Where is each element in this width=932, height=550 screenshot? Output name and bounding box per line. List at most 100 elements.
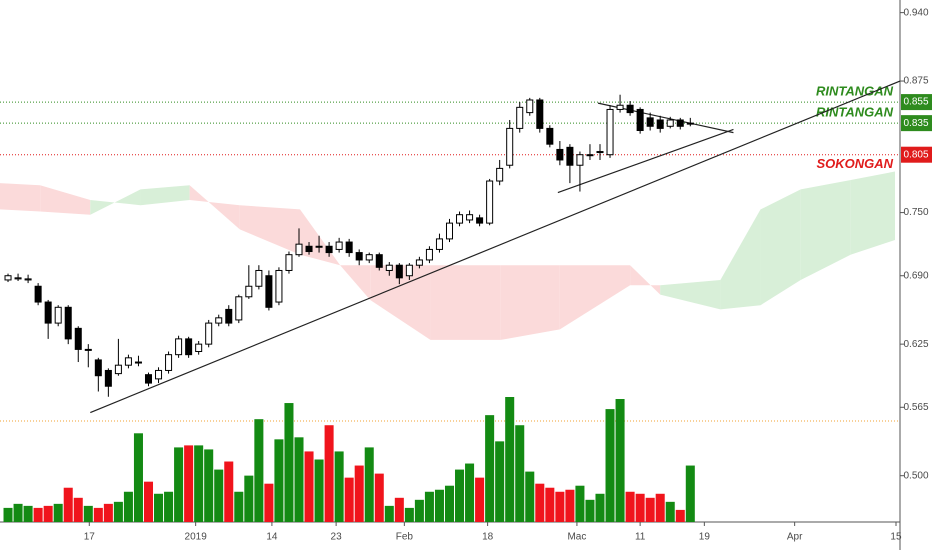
candle-body	[144, 374, 153, 384]
candle-body	[516, 106, 524, 129]
volume-bar	[314, 459, 324, 522]
level-label: RINTANGAN	[816, 84, 894, 99]
candle-body	[415, 259, 423, 266]
candle-body	[295, 243, 303, 256]
candle-body	[165, 354, 173, 371]
volume-bar	[284, 403, 294, 522]
x-tick-label: 14	[266, 532, 278, 543]
candle-body	[134, 361, 142, 364]
volume-bar	[515, 425, 525, 522]
candle-body	[355, 252, 363, 261]
candle-body	[686, 122, 694, 125]
cloud-segment	[40, 185, 91, 215]
candle-body	[54, 306, 62, 324]
cloud-segment	[720, 209, 761, 310]
volume-bar	[53, 503, 63, 522]
candle-body	[64, 306, 72, 340]
volume-bar	[244, 475, 254, 522]
volume-bar	[214, 469, 224, 522]
candle-body	[486, 180, 494, 224]
volume-bar	[3, 507, 13, 522]
volume-bar	[465, 463, 475, 522]
candle-body	[385, 264, 393, 271]
candle-body	[546, 127, 554, 145]
candle-body	[275, 269, 283, 303]
volume-bar	[154, 493, 164, 522]
volume-bar	[475, 477, 485, 522]
candle-body	[425, 248, 433, 261]
candle-body	[626, 104, 634, 114]
price-badge-label: 0.855	[903, 97, 928, 108]
cloud-segment	[140, 185, 190, 206]
cloud-segment	[340, 265, 371, 300]
volume-bar	[143, 481, 154, 522]
volume-bar	[675, 509, 685, 522]
volume-bar	[123, 491, 133, 522]
x-tick-label: 17	[84, 532, 96, 543]
y-tick-label: 0.500	[903, 470, 928, 481]
cloud-segment	[90, 189, 141, 215]
cloud-segment	[189, 185, 240, 230]
volume-bar	[73, 497, 83, 522]
volume-bar	[33, 507, 43, 522]
candle-body	[596, 151, 604, 154]
volume-bar	[535, 483, 545, 522]
volume-bar	[164, 491, 174, 522]
x-tick-label: 15	[890, 532, 902, 543]
candle-body	[656, 119, 664, 129]
candle-body	[375, 254, 383, 268]
candle-body	[215, 317, 223, 324]
candle-body	[84, 348, 92, 351]
volume-bar	[595, 493, 605, 522]
x-tick-label: 18	[482, 532, 494, 543]
candle-body	[476, 217, 484, 224]
volume-bar	[103, 503, 113, 522]
candle-body	[155, 369, 163, 380]
x-tick-label: 2019	[185, 532, 208, 543]
cloud-segment	[500, 265, 560, 340]
candle-body	[335, 241, 343, 250]
candle-body	[405, 264, 413, 277]
volume-bar	[424, 491, 434, 522]
y-tick-label: 0.875	[903, 76, 928, 87]
candle-body	[576, 154, 584, 166]
candle-body	[265, 275, 273, 308]
candle-body	[395, 264, 403, 279]
price-badge-label: 0.835	[903, 118, 928, 129]
candle-body	[4, 275, 12, 281]
cloud-segment	[559, 265, 631, 330]
candle-body	[255, 269, 263, 287]
volume-bar	[444, 485, 455, 522]
volume-bar	[194, 445, 204, 522]
candle-body	[74, 327, 82, 350]
candle-body	[536, 99, 544, 129]
candle-body	[606, 108, 614, 156]
candle-body	[34, 285, 42, 303]
volume-bar	[23, 505, 33, 522]
y-tick-label: 0.940	[903, 7, 928, 18]
candle-body	[175, 338, 183, 356]
volume-bar	[605, 409, 615, 522]
volume-bar	[334, 451, 344, 522]
candle-body	[205, 322, 213, 345]
level-label: RINTANGAN	[816, 105, 894, 120]
volume-bar	[364, 447, 374, 522]
candle-body	[506, 127, 514, 166]
x-tick-label: Mac	[567, 532, 586, 543]
candle-body	[225, 308, 233, 324]
candle-body	[676, 119, 684, 127]
volume-bar	[13, 503, 23, 522]
candle-body	[616, 104, 624, 110]
volume-bar	[184, 445, 194, 522]
candle-body	[14, 277, 22, 280]
level-label: SOKONGAN	[816, 156, 893, 171]
candle-body	[124, 357, 132, 366]
candle-body	[235, 296, 243, 321]
candle-body	[315, 245, 323, 248]
candle-body	[285, 254, 293, 271]
x-tick-label: Apr	[787, 532, 803, 543]
candle-body	[104, 369, 112, 387]
volume-bar	[645, 497, 655, 522]
cloud-segment	[850, 171, 895, 255]
